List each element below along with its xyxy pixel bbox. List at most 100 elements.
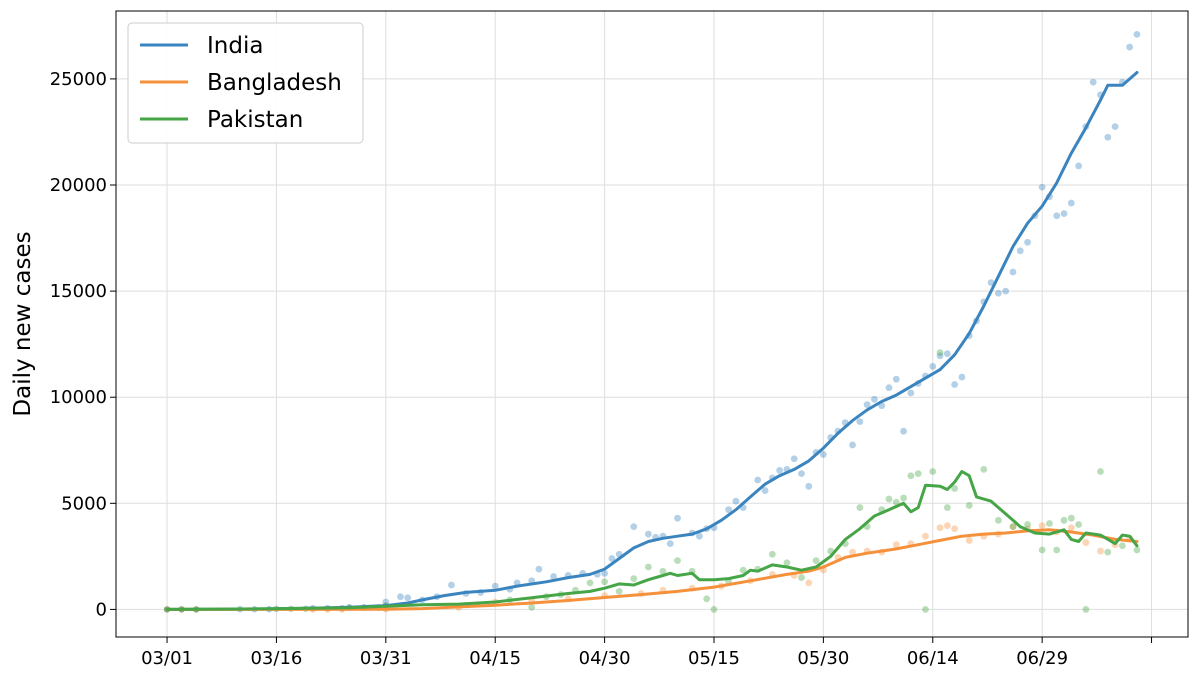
bangladesh-daily-point <box>951 525 959 533</box>
india-daily-point <box>1126 43 1134 51</box>
y-tick-label: 0 <box>96 599 107 620</box>
india-daily-point <box>994 289 1002 297</box>
pakistan-daily-point <box>856 504 864 511</box>
pakistan-daily-point <box>659 567 667 575</box>
india-daily-point <box>892 375 900 383</box>
india-daily-point <box>819 451 827 458</box>
india-daily-point <box>1024 238 1031 246</box>
bangladesh-daily-point <box>1097 547 1104 555</box>
india-daily-point <box>550 573 557 580</box>
x-tick-label: 04/30 <box>579 648 631 669</box>
india-daily-point <box>1053 212 1061 220</box>
pakistan-daily-point <box>1067 514 1075 522</box>
x-tick-label: 05/15 <box>688 648 740 669</box>
bangladesh-daily-point <box>1038 522 1046 529</box>
india-daily-point <box>1111 123 1119 131</box>
india-daily-point <box>725 506 732 514</box>
india-daily-point <box>1089 78 1097 86</box>
india-daily-point <box>608 555 616 562</box>
pakistan-daily-point <box>615 587 623 595</box>
india-daily-point <box>798 470 805 478</box>
india-daily-point <box>1060 210 1068 218</box>
pakistan-daily-point <box>994 516 1002 524</box>
pakistan-daily-point <box>1046 520 1053 527</box>
india-daily-point <box>871 395 878 403</box>
india-daily-point <box>805 482 813 490</box>
india-daily-point <box>448 581 455 589</box>
india-daily-point <box>856 418 864 426</box>
india-daily-point <box>907 389 915 397</box>
india-daily-point <box>754 476 762 484</box>
pakistan-daily-point <box>1097 468 1104 475</box>
india-daily-point <box>666 540 674 548</box>
pakistan-daily-point <box>929 468 937 475</box>
pakistan-daily-point <box>914 470 922 478</box>
pakistan-daily-point <box>1009 523 1017 531</box>
bangladesh-daily-point <box>849 548 856 556</box>
legend: India Bangladesh Pakistan <box>127 22 364 144</box>
pakistan-daily-point <box>798 574 805 581</box>
india-series-line <box>165 71 1139 611</box>
smoothed-lines <box>165 71 1139 611</box>
y-tick-label: 20000 <box>50 175 107 196</box>
x-tick-label: 03/31 <box>360 648 412 669</box>
bangladesh-daily-point <box>892 541 900 549</box>
bangladesh-daily-point <box>922 532 929 540</box>
pakistan-daily-point <box>703 595 711 603</box>
pakistan-daily-point <box>1075 521 1083 528</box>
pakistan-daily-point <box>1082 606 1090 613</box>
y-tick-label: 25000 <box>50 69 107 90</box>
india-daily-point <box>382 598 390 606</box>
pakistan-daily-point <box>783 559 791 567</box>
pakistan-daily-point <box>951 485 959 492</box>
india-daily-point <box>951 381 959 388</box>
pakistan-daily-point <box>1053 546 1061 554</box>
india-daily-point <box>936 352 944 360</box>
pakistan-daily-point <box>768 550 776 558</box>
x-tick-label: 06/14 <box>907 648 959 669</box>
pakistan-daily-point <box>965 502 973 509</box>
pakistan-daily-point <box>1038 546 1046 554</box>
pakistan-daily-point <box>980 465 988 473</box>
y-axis-label: Daily new cases <box>10 231 36 416</box>
pakistan-daily-point <box>710 606 718 613</box>
india-daily-point <box>397 593 404 601</box>
india-daily-point <box>1104 133 1112 141</box>
axis-ticks: 03/01 03/16 03/31 04/15 04/30 05/15 05/30 06/14… <box>50 69 1153 669</box>
india-daily-point <box>761 487 769 494</box>
bangladesh-daily-point <box>1082 539 1090 546</box>
india-daily-point <box>1009 268 1017 276</box>
pakistan-daily-point <box>812 557 820 565</box>
y-tick-label: 5000 <box>61 493 107 514</box>
india-daily-point <box>1002 287 1010 295</box>
india-daily-point <box>776 467 784 474</box>
bangladesh-daily-point <box>1009 523 1017 531</box>
plot-frame <box>115 10 1189 638</box>
india-legend-label: India <box>207 33 263 59</box>
x-tick-label: 04/15 <box>469 648 521 669</box>
india-daily-point <box>696 532 703 540</box>
pakistan-daily-point <box>1024 521 1031 528</box>
india-daily-point <box>1038 183 1046 191</box>
india-daily-point <box>674 514 681 522</box>
india-daily-point <box>863 401 871 409</box>
bangladesh-daily-point <box>936 524 944 532</box>
pakistan-daily-point <box>922 606 929 613</box>
pakistan-daily-point <box>601 578 608 586</box>
bangladesh-daily-point <box>965 537 973 544</box>
bangladesh-daily-point <box>805 579 813 587</box>
india-daily-point <box>491 582 499 590</box>
india-daily-point <box>404 594 412 602</box>
pakistan-daily-point <box>907 472 915 480</box>
india-daily-point <box>929 363 937 370</box>
india-daily-point <box>1133 30 1141 38</box>
pakistan-daily-point <box>900 494 907 502</box>
pakistan-daily-point <box>885 495 893 503</box>
india-daily-point <box>849 441 856 449</box>
pakistan-series-line <box>165 470 1139 611</box>
bangladesh-daily-point <box>1067 524 1075 532</box>
india-daily-point <box>885 384 893 392</box>
india-daily-point <box>1016 247 1024 255</box>
x-tick-label: 06/29 <box>1016 648 1068 669</box>
